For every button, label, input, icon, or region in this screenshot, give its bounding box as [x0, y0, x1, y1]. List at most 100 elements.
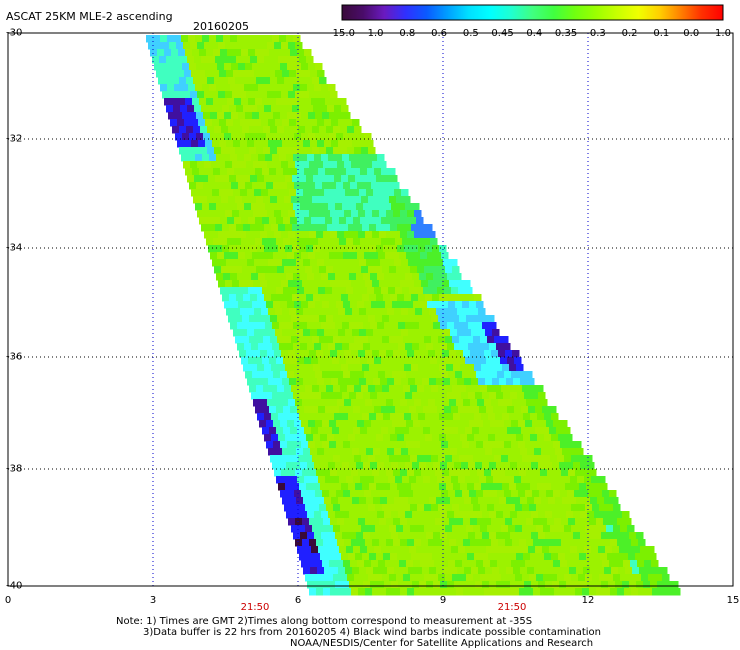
swath-cell [187, 56, 195, 64]
swath-cell [397, 294, 405, 302]
swath-cell [315, 63, 323, 71]
swath-cell [281, 210, 289, 218]
swath-cell [487, 315, 495, 323]
swath-cell [343, 133, 351, 141]
swath-cell [448, 490, 456, 498]
swath-cell [560, 560, 568, 568]
swath-cell [529, 455, 537, 463]
swath-cell [217, 112, 225, 120]
swath-cell [456, 539, 464, 547]
swath-cell [374, 546, 382, 554]
swath-cell [391, 462, 399, 470]
swath-cell [549, 406, 557, 414]
swath-cell [283, 476, 291, 484]
swath-cell [286, 322, 294, 330]
swath-cell [400, 399, 408, 407]
swath-cell [389, 455, 397, 463]
swath-cell [359, 497, 367, 505]
swath-cell [333, 126, 341, 134]
swath-cell [324, 497, 332, 505]
swath-cell [467, 413, 475, 421]
swath-cell [207, 126, 215, 134]
swath-cell [161, 63, 169, 71]
swath-cell [326, 574, 334, 582]
swath-cell [289, 378, 297, 386]
swath-cell [207, 196, 215, 204]
swath-cell [573, 532, 581, 540]
swath-cell [286, 273, 294, 281]
swath-cell [425, 245, 433, 253]
swath-cell [460, 553, 468, 561]
swath-cell [569, 497, 577, 505]
swath-cell [440, 322, 448, 330]
swath-cell [318, 238, 326, 246]
swath-cell [454, 581, 462, 589]
swath-cell [512, 518, 520, 526]
swath-cell [307, 532, 315, 540]
swath-cell [254, 329, 262, 337]
colorbar-tick-label: -0.4 [522, 28, 543, 39]
swath-cell [402, 546, 410, 554]
swath-cell [401, 259, 409, 267]
swath-cell [349, 532, 357, 540]
swath-cell [546, 420, 554, 428]
swath-cell [409, 476, 417, 484]
swath-cell [214, 126, 222, 134]
swath-cell [450, 567, 458, 575]
swath-cell [282, 448, 290, 456]
swath-cell [248, 238, 256, 246]
swath-cell [295, 539, 303, 547]
colorbar-tick-label: -0.6 [427, 28, 448, 39]
swath-cell [383, 245, 391, 253]
swath-cell [294, 112, 302, 120]
swath-cell [417, 455, 425, 463]
swath-cell [406, 301, 414, 309]
swath-cell [388, 476, 396, 484]
swath-cell [529, 504, 537, 512]
swath-cell [408, 378, 416, 386]
swath-cell [197, 161, 205, 169]
swath-cell [393, 280, 401, 288]
swath-cell [321, 203, 329, 211]
swath-cell [368, 574, 376, 582]
swath-cell [306, 294, 314, 302]
swath-cell [303, 119, 311, 127]
swath-cell [382, 574, 390, 582]
swath-cell [290, 406, 298, 414]
swath-cell [596, 588, 604, 596]
swath-cell [363, 273, 371, 281]
swath-cell [390, 175, 398, 183]
swath-cell [390, 224, 398, 232]
swath-cell [270, 196, 278, 204]
swath-cell [208, 105, 216, 113]
lat-label-40: -40 [6, 580, 23, 592]
swath-cell [198, 140, 206, 148]
swath-cell [345, 567, 353, 575]
swath-cell [542, 406, 550, 414]
swath-cell [352, 259, 360, 267]
swath-cell [551, 483, 559, 491]
swath-cell [426, 511, 434, 519]
swath-cell [299, 175, 307, 183]
swath-cell [358, 518, 366, 526]
swath-cell [474, 413, 482, 421]
swath-cell [414, 469, 422, 477]
swath-cell [348, 224, 356, 232]
swath-cell [202, 84, 210, 92]
swath-cell [399, 420, 407, 428]
swath-cell [563, 476, 571, 484]
swath-cell [269, 238, 277, 246]
swath-cell [477, 399, 485, 407]
swath-cell [220, 238, 228, 246]
swath-cell [382, 336, 390, 344]
swath-cell [612, 546, 620, 554]
swath-cell [362, 553, 370, 561]
swath-cell [462, 371, 470, 379]
swath-cell [524, 511, 532, 519]
swath-cell [425, 364, 433, 372]
swath-cell [414, 231, 422, 239]
swath-cell [453, 364, 461, 372]
swath-cell [368, 504, 376, 512]
swath-cell [291, 455, 299, 463]
swath-cell [345, 140, 353, 148]
